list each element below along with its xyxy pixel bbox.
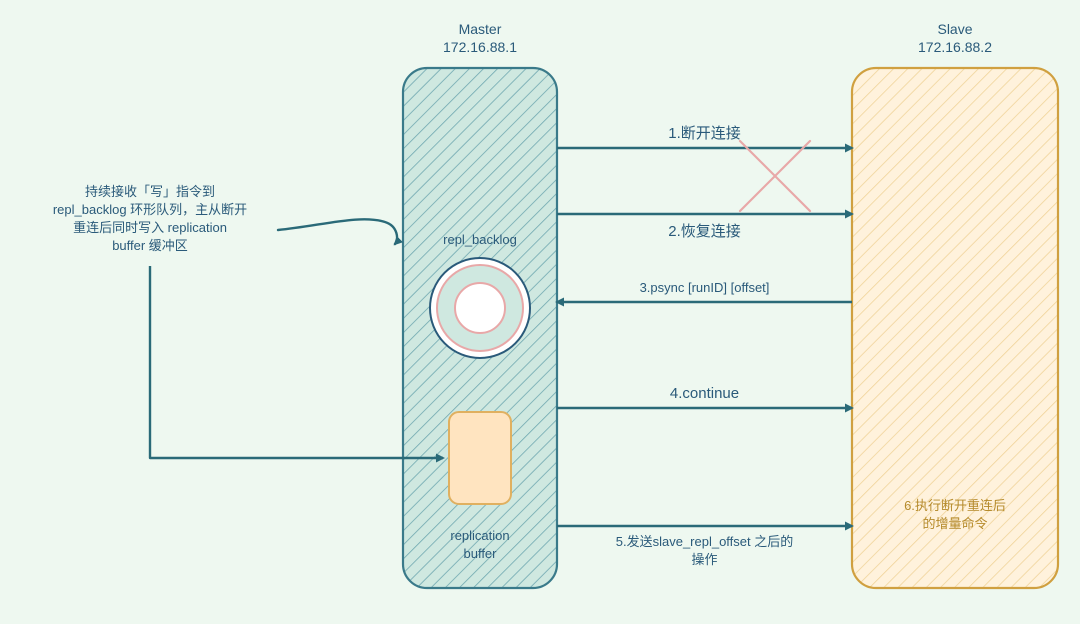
slave-note-2: 的增量命令 [922, 516, 987, 531]
replication-buffer [449, 412, 511, 504]
slave-ip: 172.16.88.2 [918, 39, 992, 55]
arrow-5-label-2: 操作 [691, 552, 717, 567]
arrow-5-label-1: 5.发送slave_repl_offset 之后的 [616, 534, 794, 549]
arrow-1-label: 1.断开连接 [668, 125, 741, 142]
master-title: Master [459, 21, 502, 37]
replication-buffer-label-1: replication [450, 528, 509, 543]
repl-backlog-label: repl_backlog [443, 232, 517, 247]
arrow-2-label: 2.恢复连接 [668, 222, 741, 240]
replication-buffer-label-2: buffer [463, 546, 497, 561]
slave-note-1: 6.执行断开重连后 [904, 498, 1006, 513]
arrow-4-label: 4.continue [670, 385, 739, 402]
side-note-3: 重连后同时写入 replication [73, 220, 227, 235]
arrow-3-label: 3.psync [runID] [offset] [640, 280, 770, 295]
side-note-4: buffer 缓冲区 [112, 238, 188, 253]
slave-title: Slave [937, 21, 972, 37]
master-ip: 172.16.88.1 [443, 39, 517, 55]
side-note-2: repl_backlog 环形队列，主从断开 [53, 202, 247, 217]
side-note-1: 持续接收「写」指令到 [85, 184, 215, 199]
